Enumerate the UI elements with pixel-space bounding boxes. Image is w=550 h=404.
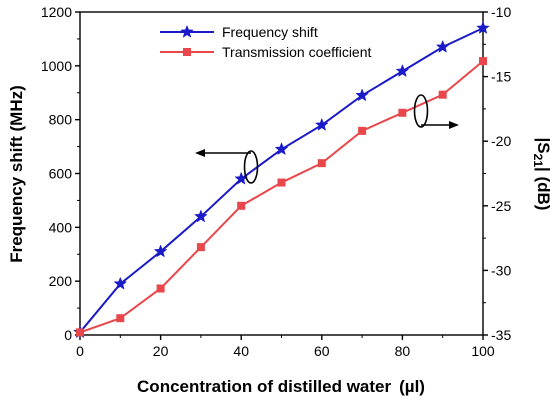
y-left-tick-label: 0 — [64, 327, 72, 343]
y-left-tick-label: 200 — [49, 273, 73, 289]
axis-indicator-ellipse-left — [243, 150, 259, 184]
series-1-point — [194, 209, 208, 223]
x-tick-label: 20 — [153, 343, 169, 359]
series-2 — [76, 57, 487, 337]
annotations — [195, 94, 459, 184]
y-axis-title-right: |S21| (dB) — [531, 138, 550, 211]
y-left-tick-label: 600 — [49, 166, 73, 182]
series-2-point — [116, 314, 125, 323]
x-tick-label: 40 — [233, 343, 249, 359]
y-right-tick-label: -15 — [491, 69, 511, 85]
y-right-tick-label: -10 — [491, 4, 511, 20]
y-right-tick-label: -30 — [491, 262, 511, 278]
plot-border — [79, 11, 484, 336]
series-line-2 — [79, 60, 484, 334]
x-tick-label: 80 — [395, 343, 411, 359]
series-1-point — [435, 39, 450, 53]
series-1-point — [153, 244, 168, 258]
series-layer — [73, 20, 490, 339]
axis-indicator-ellipse-right — [413, 94, 429, 128]
legend-marker-2 — [183, 48, 191, 56]
y-axis-title-left: Frequency shift (MHz) — [7, 85, 26, 263]
y-left-tick-label: 400 — [49, 219, 73, 235]
series-1-point — [395, 64, 410, 78]
x-axis-title: Concentration of distilled water (µl) — [137, 377, 425, 396]
axis-indicator-arrowhead-left — [195, 149, 205, 157]
series-2-point — [196, 243, 205, 252]
series-2-point — [277, 178, 286, 187]
axis-indicator-arrowhead-right — [449, 121, 459, 129]
legend: Frequency shift Transmission coefficient — [160, 24, 372, 60]
legend-label-2: Transmission coefficient — [222, 44, 372, 60]
y-left-tick-label: 800 — [49, 112, 73, 128]
series-2-point — [237, 201, 246, 210]
series-2-point — [438, 90, 447, 99]
x-tick-label: 60 — [314, 343, 330, 359]
series-1-point — [314, 117, 329, 131]
series-1 — [73, 20, 490, 339]
x-tick-label: 0 — [76, 343, 84, 359]
y-left-tick-label: 1000 — [41, 58, 72, 74]
series-2-point — [156, 284, 165, 293]
y-left-tick-label: 1200 — [41, 4, 72, 20]
series-1-point — [476, 20, 490, 34]
axes: 0 20 40 60 80 100020040060080010001200-35-30-… — [41, 4, 512, 359]
series-1-point — [113, 276, 128, 290]
series-2-point — [317, 159, 326, 168]
plot-frame — [79, 11, 484, 336]
series-2-point — [358, 126, 367, 135]
legend-marker-1 — [180, 24, 194, 38]
y-right-tick-label: -25 — [491, 198, 511, 214]
y-right-tick-label: -20 — [491, 133, 511, 149]
series-1-point — [274, 142, 289, 156]
legend-label-1: Frequency shift — [222, 24, 318, 40]
x-tick-label: 100 — [471, 343, 495, 359]
series-2-point — [398, 108, 407, 117]
series-2-point — [76, 328, 84, 337]
y-right-tick-label: -35 — [491, 327, 511, 343]
series-1-point — [355, 88, 369, 102]
series-2-point — [479, 57, 487, 66]
